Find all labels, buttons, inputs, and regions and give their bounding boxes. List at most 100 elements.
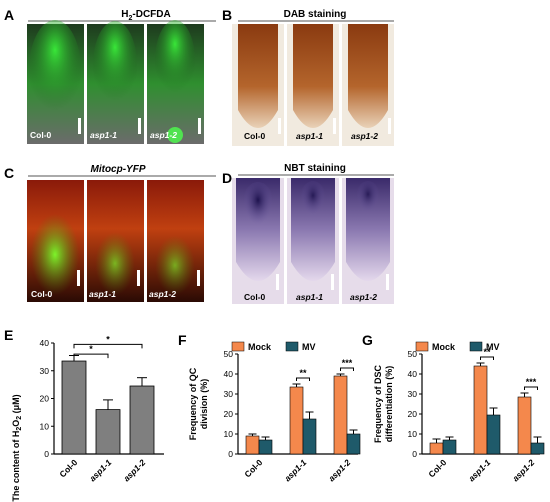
y-tick-label: 0 (44, 449, 49, 459)
bar-mock (333, 375, 348, 455)
image-label-col0: Col-0 (244, 292, 266, 302)
image-label-asp1-2: asp1-2 (351, 131, 378, 141)
panel-letter-f: F (178, 332, 187, 348)
x-category-label: asp1-2 (326, 457, 352, 483)
fluorescence-glow (93, 225, 137, 295)
significance-label: ** (299, 368, 307, 378)
panel-letter-g: G (362, 332, 373, 348)
bar (61, 360, 87, 455)
image-label-asp1-1: asp1-1 (296, 131, 323, 141)
fluorescence-glow (29, 20, 81, 120)
image-asp1-1 (293, 24, 333, 128)
panel-c-title: Mitocp-YFP (91, 164, 146, 175)
fluorescence-tip (167, 127, 183, 143)
significance-bracket (296, 377, 310, 381)
x-category-label: asp1-2 (121, 457, 147, 483)
image-label-asp1-1: asp1-1 (90, 130, 117, 140)
panel-a-title: H2-DCFDA (121, 9, 170, 22)
fluorescence-glow (28, 205, 82, 295)
y-tick-label: 30 (224, 389, 234, 399)
scale-bar (138, 118, 141, 134)
significance-label: * (106, 334, 110, 344)
fluorescence-glow (93, 21, 137, 109)
y-tick-label: 50 (224, 349, 234, 359)
panel-c-images (27, 180, 204, 302)
significance-label: *** (342, 358, 353, 368)
y-tick-label: 40 (224, 369, 234, 379)
panel-letter-c: C (4, 165, 14, 181)
bar-mv (258, 439, 273, 455)
y-tick-label: 20 (40, 394, 50, 404)
y-tick-label: 50 (408, 349, 418, 359)
image-label-asp1-2: asp1-2 (150, 130, 177, 140)
fluorescence-glow (155, 20, 195, 100)
y-tick-label: 10 (224, 429, 234, 439)
panel-letter-b: B (222, 7, 232, 23)
scale-bar (386, 274, 389, 290)
significance-label: *** (526, 377, 537, 387)
panel-d-images (232, 178, 394, 304)
significance-label: ** (483, 347, 491, 357)
bar-mv (346, 433, 361, 455)
x-category-label: asp1-1 (87, 457, 113, 483)
scale-bar (197, 270, 200, 286)
bar-mv (530, 442, 545, 455)
y-tick-label: 0 (228, 449, 233, 459)
panel-b-images (232, 24, 394, 146)
bar-mock (429, 442, 444, 455)
scale-bar (388, 118, 391, 134)
scale-bar (78, 118, 81, 134)
image-asp1-2 (348, 24, 388, 128)
image-label-col0: Col-0 (30, 130, 52, 140)
x-category-label: asp1-1 (282, 457, 308, 483)
chart-g-ylabel-line2: differentiation (%) (384, 366, 394, 443)
legend-label: MV (302, 342, 316, 352)
chart-e-ylabel: The content of H2O2 (μM) (11, 394, 23, 501)
image-col0 (238, 24, 278, 128)
legend-label: Mock (432, 342, 456, 352)
image-label-asp1-2: asp1-2 (350, 292, 377, 302)
significance-label: * (89, 344, 93, 354)
scale-bar (276, 274, 279, 290)
chart-f-ylabel-line1: Frequency of QC (188, 367, 198, 440)
stain-core (354, 181, 382, 225)
bar (129, 385, 155, 455)
y-tick-label: 30 (408, 389, 418, 399)
bar-mv (442, 439, 457, 455)
panel-d-title: NBT staining (284, 163, 346, 174)
bar-mock (289, 386, 304, 455)
bar-mock (245, 435, 260, 455)
image-label-col0: Col-0 (244, 131, 266, 141)
legend-swatch-mv (469, 341, 483, 352)
x-category-label: Col-0 (242, 457, 264, 479)
y-tick-label: 10 (40, 421, 50, 431)
x-category-label: Col-0 (426, 457, 448, 479)
significance-bracket (73, 353, 109, 359)
y-tick-label: 20 (224, 409, 234, 419)
y-tick-label: 20 (408, 409, 418, 419)
scale-bar (333, 118, 336, 134)
significance-bracket (524, 386, 538, 390)
image-label-asp1-1: asp1-1 (296, 292, 323, 302)
stain-core (298, 181, 328, 229)
y-tick-label: 10 (408, 429, 418, 439)
image-label-col0: Col-0 (31, 289, 53, 299)
scale-bar (77, 270, 80, 286)
image-label-asp1-2: asp1-2 (149, 289, 176, 299)
scale-bar (331, 274, 334, 290)
y-tick-label: 40 (40, 338, 50, 348)
panel-a-images (27, 20, 204, 144)
scale-bar (198, 118, 201, 134)
y-tick-label: 0 (412, 449, 417, 459)
x-category-label: asp1-1 (466, 457, 492, 483)
bar-mv (302, 418, 317, 455)
chart-g: G Frequency of DSC differentiation (%) 0… (362, 332, 545, 483)
chart-f: F Frequency of QC division (%) 0 10 20 30 40… (178, 332, 361, 483)
significance-bracket (340, 367, 354, 371)
y-tick-label: 40 (408, 369, 418, 379)
x-category-label: asp1-2 (510, 457, 536, 483)
bar-mv (486, 414, 501, 455)
legend-swatch-mock (231, 341, 245, 352)
